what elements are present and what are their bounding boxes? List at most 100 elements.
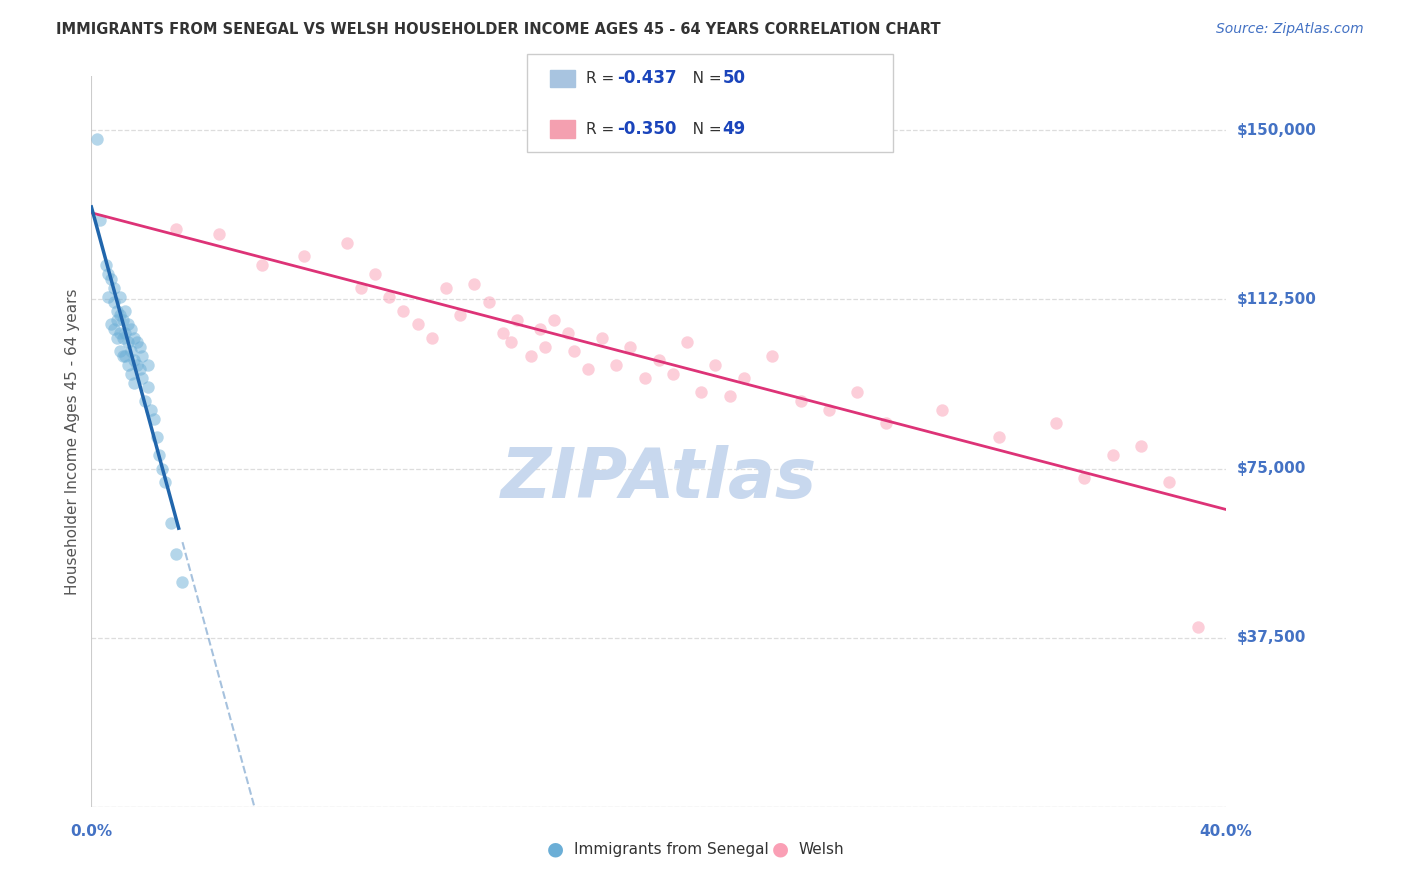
Point xyxy=(761,349,783,363)
Point xyxy=(131,371,153,385)
Point xyxy=(420,331,443,345)
Point xyxy=(690,384,713,399)
Point xyxy=(128,362,150,376)
Point xyxy=(250,259,273,273)
Y-axis label: Householder Income Ages 45 - 64 years: Householder Income Ages 45 - 64 years xyxy=(65,288,80,595)
Point xyxy=(100,272,122,286)
Text: $37,500: $37,500 xyxy=(1237,631,1306,646)
Point xyxy=(108,290,131,304)
Point xyxy=(120,367,142,381)
Point xyxy=(105,303,128,318)
Point xyxy=(378,290,401,304)
Point xyxy=(591,331,613,345)
Point xyxy=(676,335,699,350)
Point xyxy=(336,235,359,250)
Text: IMMIGRANTS FROM SENEGAL VS WELSH HOUSEHOLDER INCOME AGES 45 - 64 YEARS CORRELATI: IMMIGRANTS FROM SENEGAL VS WELSH HOUSEHO… xyxy=(56,22,941,37)
Point xyxy=(662,367,685,381)
Point xyxy=(117,317,139,331)
Point xyxy=(501,335,523,350)
Point xyxy=(1159,475,1181,490)
Point xyxy=(529,321,551,335)
Point xyxy=(988,430,1011,444)
Point xyxy=(492,326,515,341)
Point xyxy=(117,358,139,372)
Point xyxy=(166,548,188,562)
Point xyxy=(94,259,117,273)
Text: Source: ZipAtlas.com: Source: ZipAtlas.com xyxy=(1216,22,1364,37)
Point xyxy=(105,331,128,345)
Point xyxy=(122,376,145,390)
Point xyxy=(128,340,150,354)
Point xyxy=(105,312,128,326)
Point xyxy=(131,349,153,363)
Point xyxy=(172,574,194,589)
Point xyxy=(125,335,148,350)
Point xyxy=(350,281,373,295)
Point xyxy=(108,344,131,359)
Point xyxy=(506,312,529,326)
Point xyxy=(108,308,131,322)
Point xyxy=(148,448,170,462)
Text: -0.350: -0.350 xyxy=(617,120,676,138)
Point xyxy=(97,290,120,304)
Point xyxy=(122,331,145,345)
Point xyxy=(136,358,159,372)
Point xyxy=(103,321,125,335)
Point xyxy=(114,326,136,341)
Point xyxy=(364,268,387,282)
Text: 0.0%: 0.0% xyxy=(70,824,112,839)
Point xyxy=(463,277,485,291)
Point xyxy=(619,340,641,354)
Point xyxy=(114,303,136,318)
Text: N =: N = xyxy=(678,122,725,136)
Text: 40.0%: 40.0% xyxy=(1199,824,1253,839)
Point xyxy=(153,475,176,490)
Text: Immigrants from Senegal: Immigrants from Senegal xyxy=(574,842,769,856)
Point xyxy=(208,227,231,241)
Point xyxy=(718,389,741,403)
Point xyxy=(111,349,134,363)
Point xyxy=(633,371,655,385)
Point xyxy=(576,362,599,376)
Point xyxy=(139,403,162,417)
Point xyxy=(477,294,499,309)
Point xyxy=(159,516,181,530)
Point xyxy=(434,281,457,295)
Point xyxy=(733,371,755,385)
Point xyxy=(97,268,120,282)
Point xyxy=(406,317,429,331)
Point xyxy=(114,349,136,363)
Point xyxy=(150,461,173,475)
Text: 49: 49 xyxy=(723,120,747,138)
Text: $150,000: $150,000 xyxy=(1237,122,1317,137)
Text: ZIPAtlas: ZIPAtlas xyxy=(501,444,817,512)
Point xyxy=(392,303,415,318)
Text: ●: ● xyxy=(547,839,564,859)
Point xyxy=(111,331,134,345)
Point xyxy=(846,384,869,399)
Point xyxy=(86,132,108,146)
Point xyxy=(605,358,627,372)
Point xyxy=(134,393,156,408)
Point xyxy=(292,249,315,263)
Point xyxy=(647,353,669,368)
Point xyxy=(562,344,585,359)
Point xyxy=(1045,417,1067,431)
Text: N =: N = xyxy=(678,71,725,86)
Point xyxy=(1101,448,1123,462)
Point xyxy=(543,312,565,326)
Point xyxy=(520,349,543,363)
Text: Welsh: Welsh xyxy=(799,842,844,856)
Point xyxy=(122,353,145,368)
Point xyxy=(1073,470,1095,484)
Point xyxy=(89,213,111,227)
Text: $75,000: $75,000 xyxy=(1237,461,1306,476)
Point xyxy=(111,312,134,326)
Point xyxy=(704,358,727,372)
Point xyxy=(100,317,122,331)
Text: R =: R = xyxy=(586,71,620,86)
Text: R =: R = xyxy=(586,122,620,136)
Point xyxy=(166,222,188,236)
Point xyxy=(1187,620,1209,634)
Point xyxy=(103,281,125,295)
